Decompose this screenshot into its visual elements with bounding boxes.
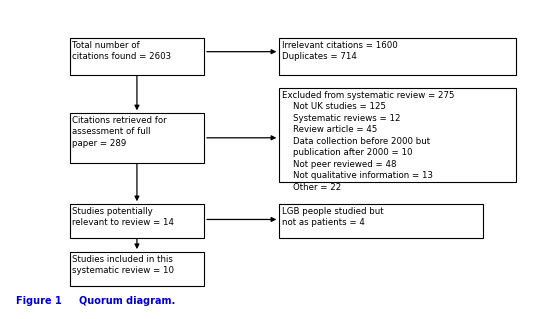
Bar — [70, 38, 204, 75]
Bar — [279, 88, 516, 182]
Text: Citations retrieved for
assessment of full
paper = 289: Citations retrieved for assessment of fu… — [72, 116, 167, 148]
Text: Quorum diagram.: Quorum diagram. — [79, 296, 176, 306]
Text: Excluded from systematic review = 275
    Not UK studies = 125
    Systematic re: Excluded from systematic review = 275 No… — [282, 91, 455, 191]
Text: Figure 1: Figure 1 — [16, 296, 65, 306]
Text: Studies potentially
relevant to review = 14: Studies potentially relevant to review =… — [72, 207, 175, 227]
Bar — [70, 252, 204, 286]
Bar — [279, 38, 516, 75]
Bar — [279, 204, 483, 238]
Bar — [70, 113, 204, 163]
Text: Total number of
citations found = 2603: Total number of citations found = 2603 — [72, 41, 172, 61]
Text: LGB people studied but
not as patients = 4: LGB people studied but not as patients =… — [282, 207, 384, 227]
Text: Irrelevant citations = 1600
Duplicates = 714: Irrelevant citations = 1600 Duplicates =… — [282, 41, 398, 61]
Text: Studies included in this
systematic review = 10: Studies included in this systematic revi… — [72, 255, 175, 275]
Bar — [70, 204, 204, 238]
